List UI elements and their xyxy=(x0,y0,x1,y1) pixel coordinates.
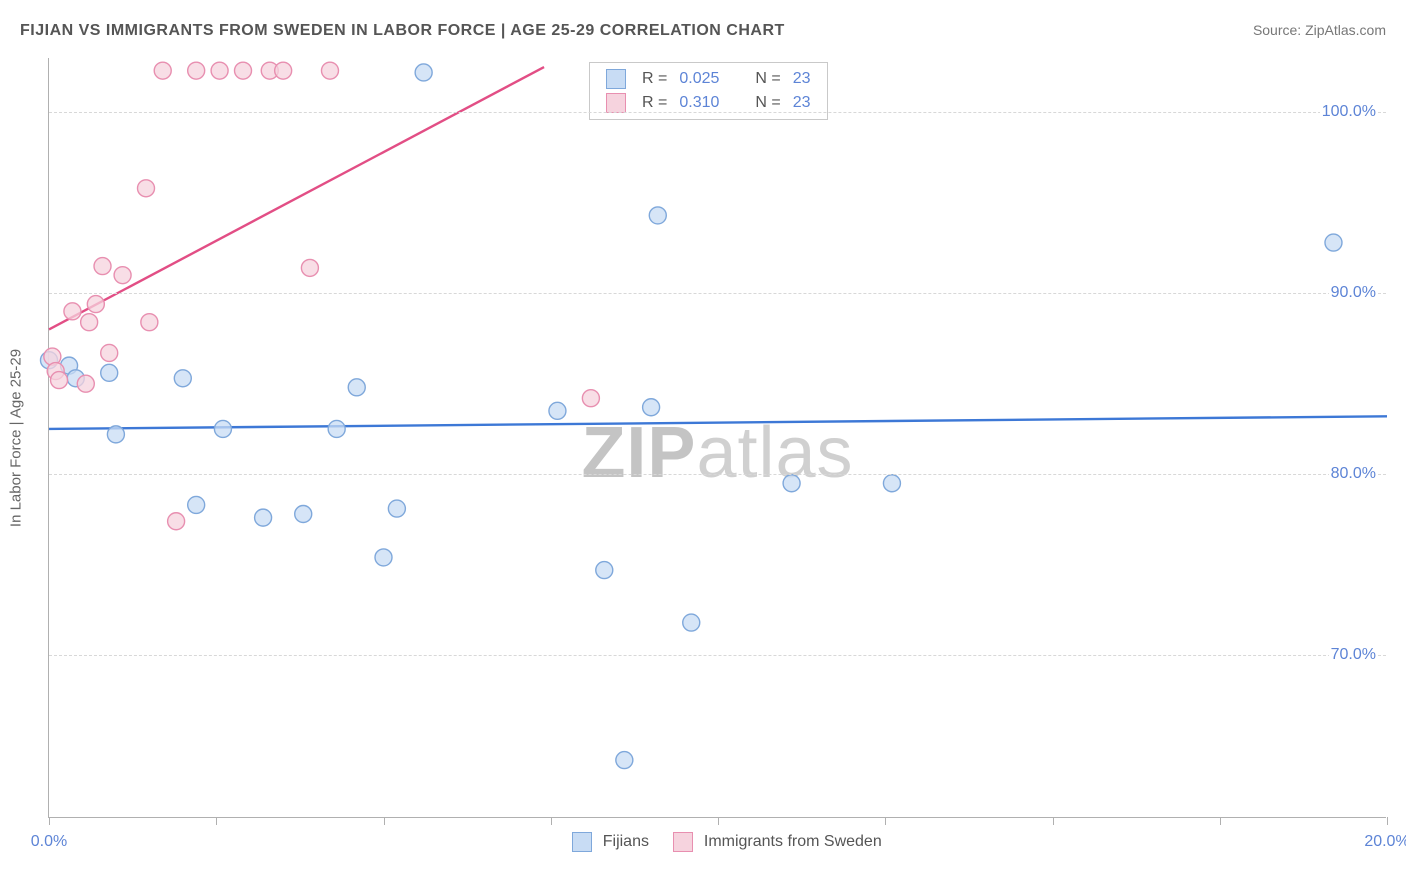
data-point xyxy=(174,370,191,387)
data-point xyxy=(154,62,171,79)
source-label: Source: ZipAtlas.com xyxy=(1253,22,1386,38)
data-point xyxy=(388,500,405,517)
x-tick xyxy=(384,817,385,825)
data-point xyxy=(783,475,800,492)
y-tick-label: 90.0% xyxy=(1329,284,1378,302)
data-point xyxy=(94,258,111,275)
gridline xyxy=(49,655,1386,656)
series-legend: Fijians Immigrants from Sweden xyxy=(48,832,1386,852)
data-point xyxy=(883,475,900,492)
legend-swatch-sweden xyxy=(673,832,693,852)
gridline xyxy=(49,474,1386,475)
chart-title: FIJIAN VS IMMIGRANTS FROM SWEDEN IN LABO… xyxy=(20,22,785,40)
data-point xyxy=(138,180,155,197)
trend-line xyxy=(49,67,544,329)
n-value-fijians: 23 xyxy=(787,67,817,91)
x-tick xyxy=(885,817,886,825)
data-point xyxy=(188,496,205,513)
data-point xyxy=(582,390,599,407)
trend-line xyxy=(49,416,1387,429)
plot-area: ZIPatlas R = 0.025 N = 23 R = 0.310 N = xyxy=(48,58,1386,818)
data-point xyxy=(643,399,660,416)
data-point xyxy=(649,207,666,224)
data-point xyxy=(596,562,613,579)
y-tick-label: 100.0% xyxy=(1320,103,1378,121)
legend-row-fijians: R = 0.025 N = 23 xyxy=(600,67,817,91)
x-tick xyxy=(1053,817,1054,825)
data-point xyxy=(51,372,68,389)
data-point xyxy=(328,420,345,437)
data-point xyxy=(168,513,185,530)
data-point xyxy=(375,549,392,566)
plot-wrap: In Labor Force | Age 25-29 ZIPatlas R = … xyxy=(48,58,1386,818)
y-tick-label: 70.0% xyxy=(1329,646,1378,664)
chart-svg xyxy=(49,58,1387,818)
legend-label-fijians: Fijians xyxy=(603,833,649,850)
data-point xyxy=(188,62,205,79)
data-point xyxy=(549,402,566,419)
legend-swatch-fijians xyxy=(572,832,592,852)
legend-label-sweden: Immigrants from Sweden xyxy=(704,833,882,850)
data-point xyxy=(1325,234,1342,251)
y-tick-label: 80.0% xyxy=(1329,465,1378,483)
data-point xyxy=(81,314,98,331)
data-point xyxy=(616,752,633,769)
data-point xyxy=(101,364,118,381)
data-point xyxy=(64,303,81,320)
gridline xyxy=(49,293,1386,294)
data-point xyxy=(415,64,432,81)
data-point xyxy=(275,62,292,79)
data-point xyxy=(114,267,131,284)
x-tick xyxy=(551,817,552,825)
n-label: N = xyxy=(749,67,786,91)
x-tick xyxy=(718,817,719,825)
data-point xyxy=(301,259,318,276)
data-point xyxy=(214,420,231,437)
data-point xyxy=(683,614,700,631)
data-point xyxy=(295,506,312,523)
data-point xyxy=(348,379,365,396)
data-point xyxy=(77,375,94,392)
x-tick xyxy=(1387,817,1388,825)
y-axis-label: In Labor Force | Age 25-29 xyxy=(8,349,25,527)
data-point xyxy=(255,509,272,526)
gridline xyxy=(49,112,1386,113)
x-tick xyxy=(1220,817,1221,825)
data-point xyxy=(87,296,104,313)
r-label: R = xyxy=(636,67,673,91)
data-point xyxy=(107,426,124,443)
data-point xyxy=(211,62,228,79)
r-value-fijians: 0.025 xyxy=(673,67,725,91)
x-tick xyxy=(49,817,50,825)
data-point xyxy=(101,344,118,361)
data-point xyxy=(321,62,338,79)
legend-swatch-fijians xyxy=(606,69,626,89)
data-point xyxy=(141,314,158,331)
data-point xyxy=(235,62,252,79)
x-tick xyxy=(216,817,217,825)
legend-swatch-sweden xyxy=(606,93,626,113)
